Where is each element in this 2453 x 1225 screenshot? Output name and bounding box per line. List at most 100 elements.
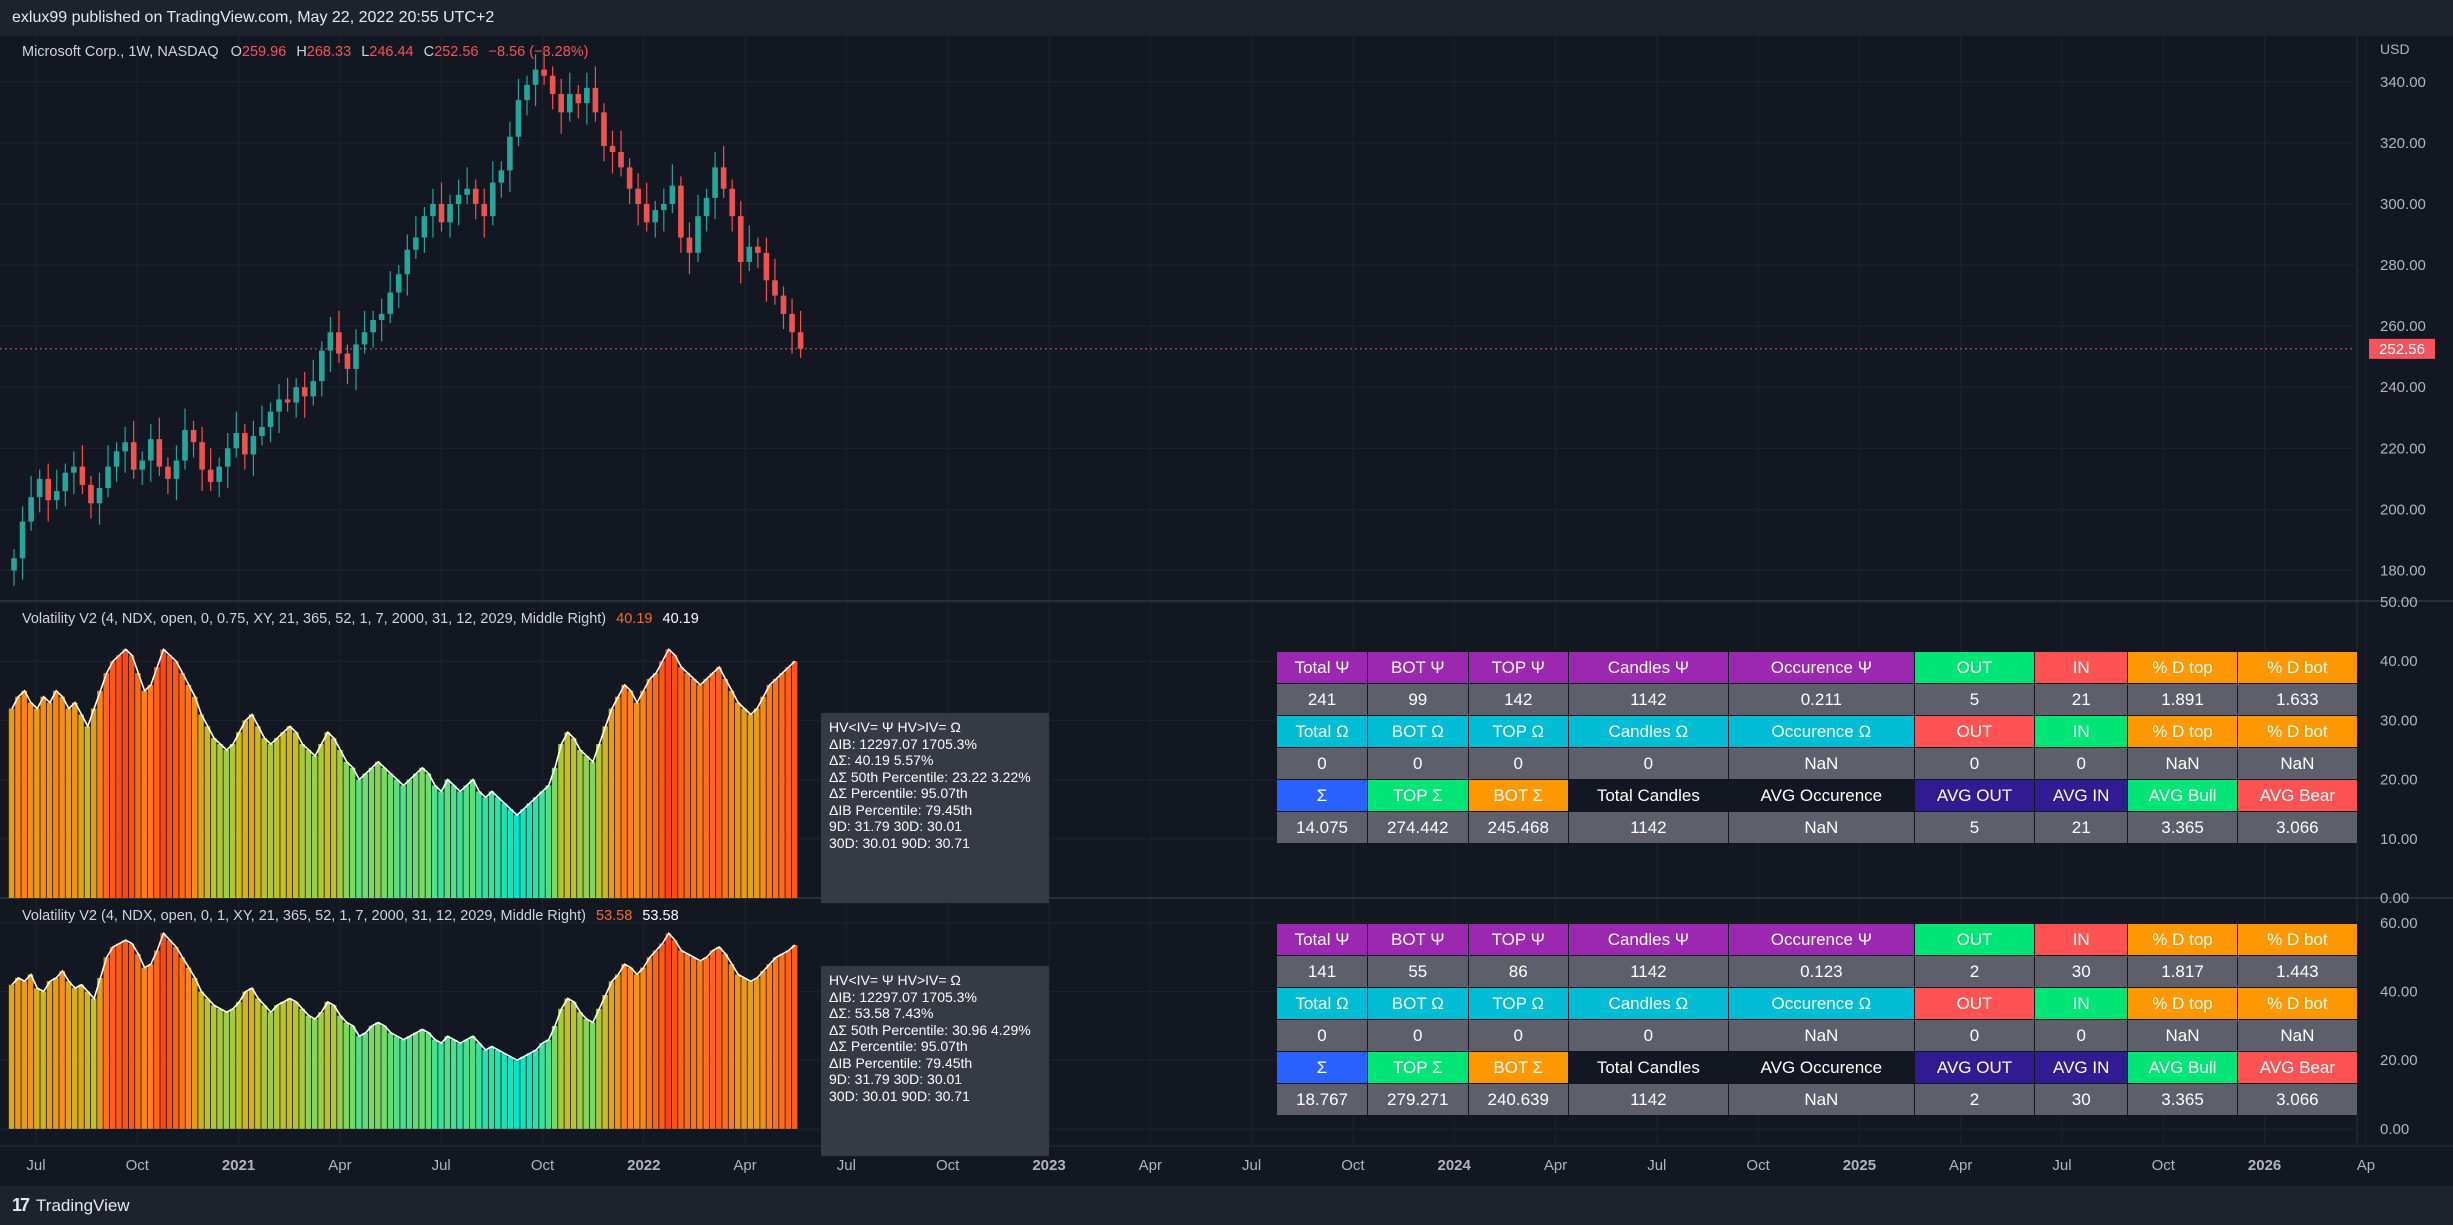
time-tick-label: Oct	[1746, 1157, 1770, 1174]
candle-body	[378, 313, 385, 321]
candle	[45, 463, 51, 522]
table-cell: 141	[1275, 955, 1369, 988]
tip-line: 9D: 31.79 30D: 30.01	[829, 1071, 963, 1087]
candle	[79, 445, 86, 495]
volatility-bar	[261, 738, 267, 898]
stats-tooltip-1: HV<IV= Ψ HV>IV= Ω ΔIB: 12297.07 1705.3% …	[821, 713, 1049, 903]
volatility-bar	[728, 964, 735, 1129]
table-cell: Occurence Ψ	[1727, 923, 1915, 956]
volatility-bar	[602, 995, 608, 1129]
table-cell: NaN	[1727, 1083, 1915, 1116]
table-cell: % D bot	[2236, 715, 2359, 748]
volatility-series-1	[8, 647, 798, 898]
volatility-bar	[532, 797, 539, 898]
volatility-bar	[760, 696, 766, 898]
volatility-bar	[747, 714, 754, 898]
volatility-bar	[488, 1046, 495, 1129]
candle	[404, 234, 411, 296]
table-cell: AVG Bull	[2127, 1051, 2238, 1084]
table-cell: AVG Bear	[2236, 779, 2359, 812]
volatility-bar	[722, 678, 728, 898]
volatility-bar	[520, 1056, 526, 1129]
vol1-value-b: 40.19	[662, 611, 699, 627]
volatility-bar	[747, 981, 754, 1129]
chart-area[interactable]: USD 340.00 320.00 300.00 280.00 260.00 240.00 2…	[0, 36, 2453, 1186]
table-cell: NaN	[1727, 811, 1915, 844]
volatility-bar	[608, 981, 615, 1129]
volatility-bar	[147, 684, 154, 898]
candle-body	[643, 203, 650, 223]
candle-body	[224, 448, 231, 467]
volatility-bar	[362, 1032, 368, 1129]
candle-body	[575, 94, 582, 104]
table-row: Total Ω BOT Ω TOP Ω Candles Ω Occurence …	[1275, 987, 2359, 1020]
volatility-bar	[311, 1019, 318, 1129]
vol2-legend[interactable]: Volatility V2 (4, NDX, open, 0, 1, XY, 2…	[22, 908, 679, 924]
time-tick-label: Oct	[936, 1157, 960, 1174]
stats-tooltip-2: HV<IV= Ψ HV>IV= Ω ΔIB: 12297.07 1705.3% …	[821, 966, 1049, 1156]
main-legend[interactable]: Microsoft Corp., 1W, NASDAQ O259.96 H268…	[22, 44, 589, 60]
volatility-bar	[343, 761, 350, 898]
volatility-bar	[753, 708, 760, 898]
candle-body	[233, 433, 240, 449]
candle-body	[618, 152, 624, 168]
volatility-bar	[615, 696, 621, 898]
candle	[267, 402, 274, 443]
volatility-tick-label: 40.00	[2380, 984, 2418, 1001]
candle-body	[28, 497, 34, 522]
volatility-bar	[678, 667, 684, 898]
candle	[242, 423, 248, 470]
table-cell: NaN	[2236, 1019, 2359, 1052]
candle-body	[130, 442, 137, 470]
price-tick-label: 260.00	[2380, 318, 2426, 335]
candle	[28, 475, 34, 531]
table-row: 0 0 0 0 NaN 0 0 NaN NaN	[1275, 1019, 2359, 1052]
candle-body	[652, 210, 659, 223]
table-cell: IN	[2034, 987, 2129, 1020]
volatility-bar	[299, 744, 305, 898]
volatility-bar	[381, 767, 387, 898]
candle-body	[45, 478, 51, 501]
table-cell: 0	[1367, 747, 1469, 780]
candle	[353, 329, 359, 391]
table-cell: 1142	[1567, 683, 1729, 716]
table-cell: BOT Ψ	[1367, 651, 1469, 684]
volatility-bar	[690, 678, 697, 898]
volatility-bar	[8, 708, 15, 898]
table-cell: BOT Ω	[1367, 715, 1469, 748]
volatility-bar	[640, 967, 646, 1129]
vol1-legend[interactable]: Volatility V2 (4, NDX, open, 0, 0.75, XY…	[22, 611, 699, 627]
candle-body	[430, 203, 436, 217]
table-cell: BOT Σ	[1467, 779, 1569, 812]
volatility-bar	[621, 684, 627, 898]
candle	[421, 207, 428, 253]
candle-body	[207, 469, 214, 482]
volatility-bar	[760, 971, 766, 1129]
volatility-bar	[652, 950, 659, 1129]
volatility-bar	[596, 744, 602, 898]
close-label: C	[423, 44, 435, 60]
volatility-bar	[400, 1039, 406, 1129]
table-cell: Occurence Ω	[1727, 987, 1915, 1020]
volatility-bar	[444, 1036, 451, 1129]
volatility-tick-label: 40.00	[2380, 653, 2418, 670]
table-cell: IN	[2034, 715, 2129, 748]
candle	[276, 384, 282, 434]
candle-body	[729, 188, 735, 217]
candle	[36, 469, 43, 513]
candle	[780, 286, 787, 330]
candle	[558, 78, 564, 134]
time-tick-label: 2021	[222, 1157, 255, 1174]
candle	[319, 341, 325, 397]
tradingview-logo[interactable]: 17 TradingView	[12, 1195, 130, 1216]
table-cell: NaN	[2236, 747, 2359, 780]
candle	[233, 411, 240, 458]
volatility-bar	[286, 726, 293, 898]
table-cell: NaN	[1727, 1019, 1915, 1052]
volatility-bar	[242, 720, 248, 898]
volatility-bar	[532, 1049, 539, 1129]
table-cell: 241	[1275, 683, 1369, 716]
table-cell: 30	[2034, 1083, 2129, 1116]
volatility-bar	[709, 673, 716, 898]
volatility-bar	[34, 988, 40, 1129]
